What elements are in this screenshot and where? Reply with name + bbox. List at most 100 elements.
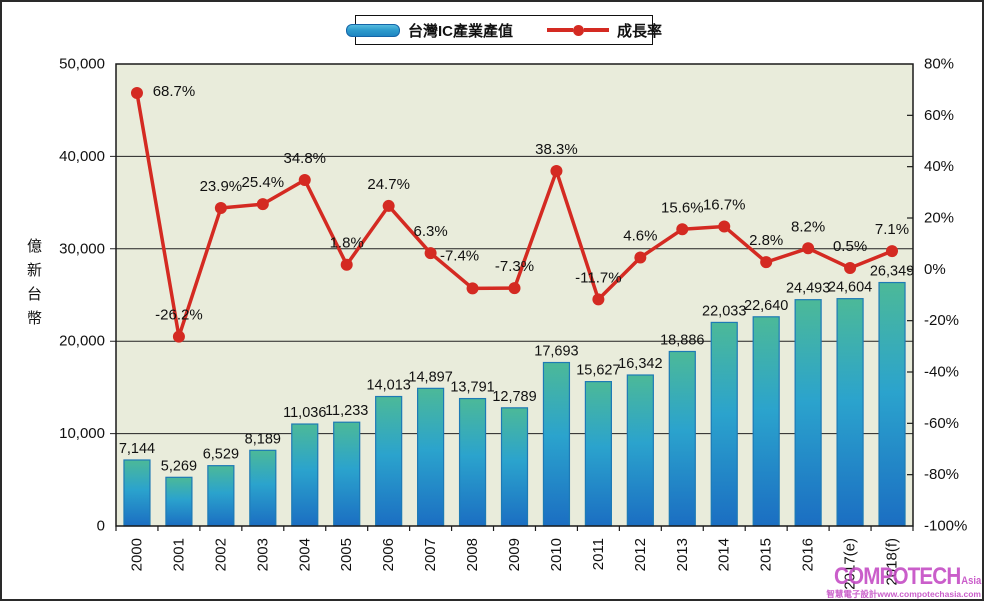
x-axis-year-label: 2002 — [212, 538, 229, 571]
x-axis-year-label: 2004 — [296, 538, 313, 571]
bar — [123, 459, 151, 527]
bar-value-label: 13,791 — [450, 380, 494, 396]
x-axis-year-label: 2016 — [800, 538, 817, 571]
growth-marker — [130, 87, 143, 100]
right-axis-tick-label: 0% — [924, 261, 946, 278]
growth-value-label: 4.6% — [623, 228, 657, 245]
bar — [752, 316, 780, 527]
growth-value-label: 1.8% — [330, 235, 364, 252]
x-axis-year-label: 2013 — [674, 538, 691, 571]
right-axis-tick-label: 60% — [924, 107, 954, 124]
bar-value-label: 14,013 — [366, 378, 410, 394]
bar — [584, 381, 612, 527]
growth-marker — [382, 199, 395, 212]
growth-value-label: 6.3% — [414, 223, 448, 240]
x-axis-year-label: 2010 — [548, 538, 565, 571]
bar — [458, 397, 487, 527]
bar — [165, 476, 193, 527]
bar — [500, 407, 529, 527]
bar-value-label: 5,269 — [161, 458, 197, 474]
x-axis-year-label: 2015 — [758, 538, 775, 571]
bar-value-label: 6,529 — [203, 447, 239, 463]
bar — [668, 350, 696, 527]
bar-value-label: 22,033 — [702, 303, 746, 319]
x-axis-year-label: 2017(e) — [842, 538, 859, 590]
bar — [291, 423, 319, 527]
bar — [542, 361, 571, 527]
left-axis-tick-label: 0 — [97, 518, 105, 535]
left-axis-tick-label: 20,000 — [59, 333, 105, 350]
right-axis-tick-label: -60% — [924, 415, 959, 432]
bar — [333, 421, 361, 527]
growth-value-label: 0.5% — [833, 238, 867, 255]
right-axis-tick-label: -100% — [924, 518, 967, 535]
bar-value-label: 24,604 — [828, 280, 872, 296]
growth-value-label: 2.8% — [749, 232, 783, 249]
legend: 台灣IC產業產值 成長率 — [345, 15, 662, 45]
left-axis-tick-label: 40,000 — [59, 148, 105, 165]
growth-value-label: 34.8% — [283, 150, 326, 167]
left-axis-tick-label: 50,000 — [59, 56, 105, 73]
growth-value-label: 7.1% — [875, 221, 909, 238]
growth-marker — [172, 330, 185, 343]
bar — [375, 395, 403, 527]
growth-value-label: 8.2% — [791, 218, 825, 235]
bar-value-label: 18,886 — [660, 332, 704, 348]
growth-marker — [256, 198, 269, 211]
growth-marker — [844, 262, 857, 275]
right-axis-tick-label: -40% — [924, 364, 959, 381]
bar — [836, 298, 864, 527]
growth-marker — [760, 256, 773, 269]
y-axis-unit-label: 億新台幣 — [25, 238, 42, 334]
growth-value-label: -11.7% — [575, 269, 621, 286]
bar — [878, 281, 906, 527]
plot-frame — [115, 63, 914, 527]
legend-label-production: 台灣IC產業產值 — [407, 22, 513, 40]
x-axis-year-label: 2007 — [422, 538, 439, 571]
bar — [626, 374, 654, 527]
left-axis-tick-label: 30,000 — [59, 240, 105, 257]
bar — [710, 321, 738, 527]
left-axis-tick-label: 10,000 — [59, 425, 105, 442]
growth-value-label: 16.7% — [703, 196, 746, 213]
x-axis-year-label: 2000 — [128, 538, 145, 571]
growth-marker — [550, 165, 563, 178]
bar-value-label: 15,627 — [576, 363, 620, 379]
bar-value-label: 14,897 — [408, 369, 452, 385]
bar-value-label: 16,342 — [618, 356, 662, 372]
bar-value-label: 7,144 — [119, 441, 155, 457]
bar-value-label: 11,233 — [325, 403, 368, 419]
x-axis-year-label: 2009 — [506, 538, 523, 571]
right-axis-tick-label: 20% — [924, 210, 954, 227]
bar-value-label: 12,789 — [492, 389, 536, 405]
bar — [417, 387, 445, 527]
x-axis-year-label: 2005 — [338, 538, 355, 571]
growth-marker — [466, 282, 479, 295]
legend-label-growth: 成長率 — [617, 22, 663, 40]
growth-value-label: 24.7% — [367, 176, 410, 193]
growth-marker — [676, 223, 689, 236]
legend-item-growth: 成長率 — [547, 20, 662, 41]
bar-value-label: 24,493 — [786, 281, 830, 297]
growth-value-label: 15.6% — [661, 199, 704, 216]
growth-value-label: 23.9% — [200, 178, 243, 195]
growth-value-label: 38.3% — [535, 141, 578, 158]
growth-marker — [886, 245, 899, 258]
growth-value-label: 25.4% — [242, 174, 285, 191]
right-axis-tick-label: 80% — [924, 56, 954, 73]
bar-value-label: 8,189 — [245, 431, 281, 447]
growth-value-label: 68.7% — [153, 83, 196, 100]
growth-value-label: -7.4% — [440, 247, 479, 264]
bar — [794, 299, 822, 527]
legend-item-production: 台灣IC產業產值 — [345, 20, 513, 41]
growth-marker — [634, 251, 647, 264]
line-series-swatch-icon — [547, 24, 609, 36]
bar-value-label: 17,693 — [534, 344, 578, 360]
bar-value-label: 26,349 — [870, 264, 914, 280]
growth-marker — [214, 201, 227, 214]
growth-value-label: -7.3% — [495, 258, 534, 275]
x-axis-year-label: 2012 — [632, 538, 649, 571]
bar-value-label: 11,036 — [283, 405, 326, 421]
